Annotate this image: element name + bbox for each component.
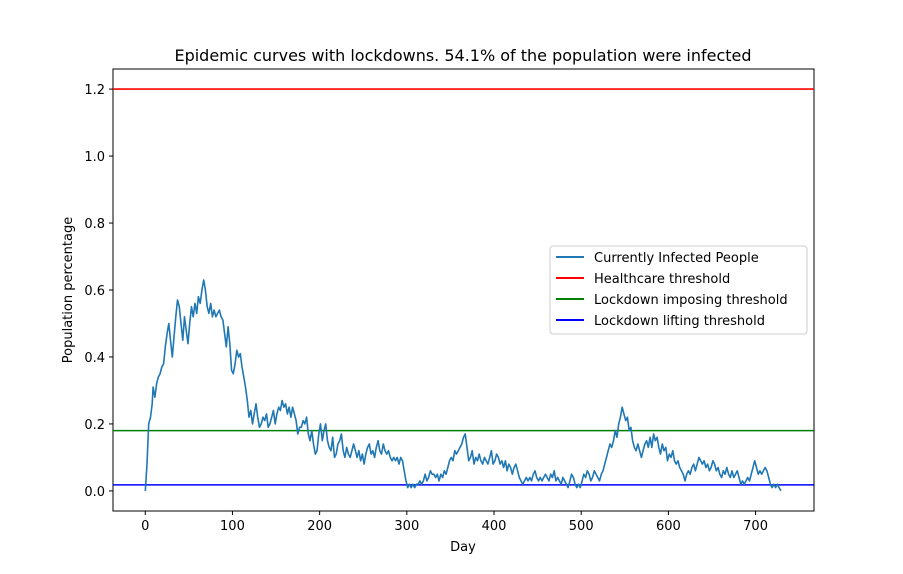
y-tick-label-0.8: 0.8 [84, 217, 105, 232]
legend-box [549, 245, 808, 335]
legend-label-currently-infected: Currently Infected People [594, 251, 759, 266]
x-tick-label-0: 0 [141, 519, 149, 534]
y-axis-ticks: 0.0 0.2 0.4 0.6 0.8 1.0 1.2 [84, 83, 113, 500]
legend-label-healthcare: Healthcare threshold [594, 272, 730, 287]
y-tick-label-0.6: 0.6 [84, 284, 105, 299]
y-tick-label-0.4: 0.4 [84, 351, 105, 366]
y-axis-label: Population percentage [61, 217, 76, 363]
x-axis-label: Day [450, 540, 476, 555]
legend-label-lockdown-imposing: Lockdown imposing threshold [594, 293, 788, 308]
y-tick-label-1.2: 1.2 [84, 83, 105, 98]
x-tick-label-200: 200 [307, 519, 332, 534]
chart-title: Epidemic curves with lockdowns. 54.1% of… [174, 46, 751, 65]
y-tick-label-0.2: 0.2 [84, 418, 105, 433]
x-tick-label-600: 600 [656, 519, 681, 534]
x-tick-label-400: 400 [482, 519, 507, 534]
y-tick-label-0: 0.0 [84, 485, 105, 500]
y-tick-label-1: 1.0 [84, 150, 105, 165]
x-tick-label-100: 100 [220, 519, 245, 534]
x-axis-ticks: 0 100 200 300 400 500 600 700 [141, 511, 768, 534]
x-tick-label-300: 300 [394, 519, 419, 534]
x-tick-label-700: 700 [743, 519, 768, 534]
x-tick-label-500: 500 [569, 519, 594, 534]
legend: Currently Infected People Healthcare thr… [549, 245, 808, 335]
legend-label-lockdown-lifting: Lockdown lifting threshold [594, 314, 765, 329]
series-line-currently-infected [144, 279, 782, 492]
threshold-lines [113, 88, 814, 486]
